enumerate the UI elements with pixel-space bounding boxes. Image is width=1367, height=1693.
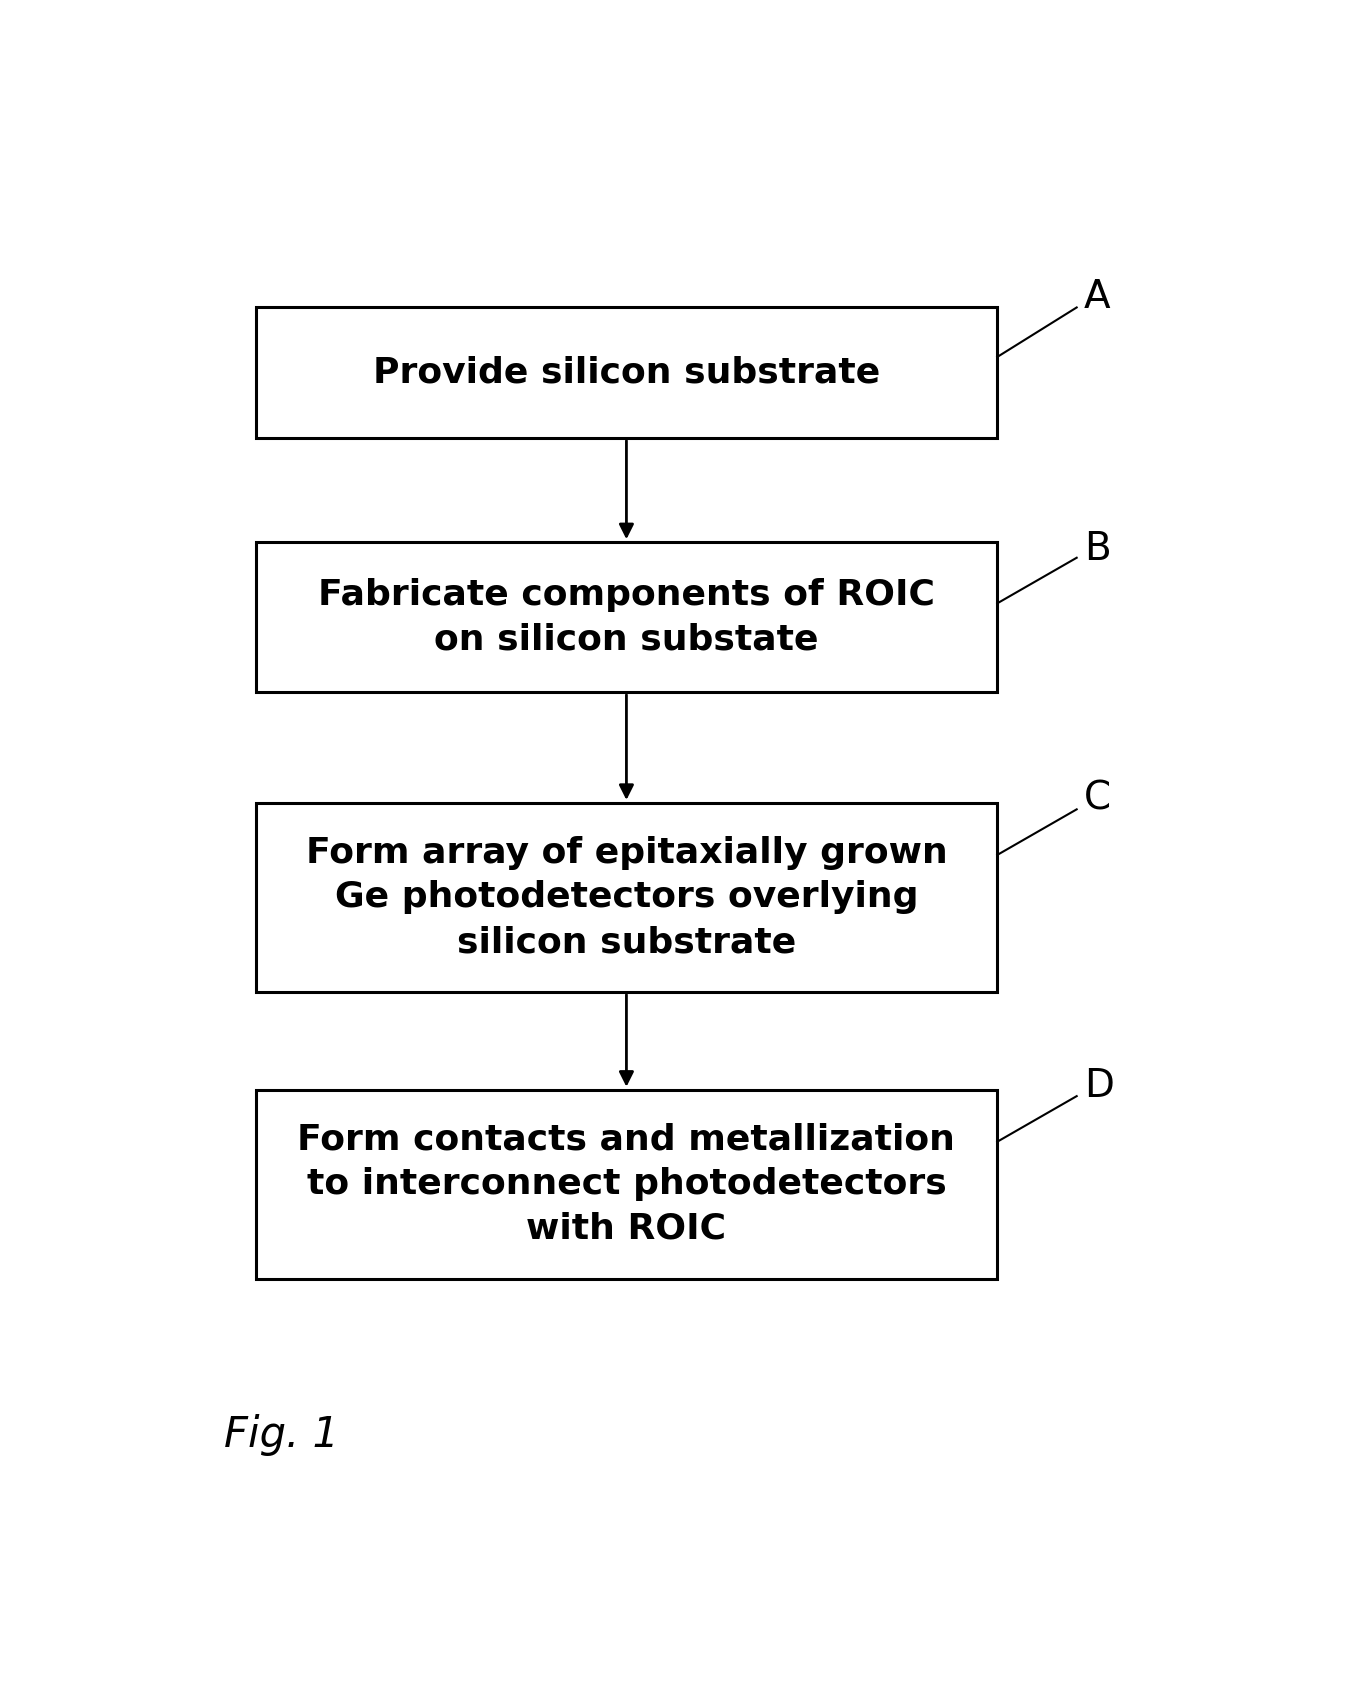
Text: Fabricate components of ROIC
on silicon substate: Fabricate components of ROIC on silicon … xyxy=(319,577,935,657)
Text: Form array of epitaxially grown
Ge photodetectors overlying
silicon substrate: Form array of epitaxially grown Ge photo… xyxy=(306,836,947,960)
Text: C: C xyxy=(1084,780,1111,818)
Bar xyxy=(256,542,998,692)
Text: A: A xyxy=(1084,278,1111,317)
Bar xyxy=(256,308,998,438)
Bar xyxy=(256,802,998,992)
Text: Provide silicon substrate: Provide silicon substrate xyxy=(373,356,880,389)
Text: B: B xyxy=(1084,530,1111,567)
Text: D: D xyxy=(1084,1067,1114,1106)
Bar xyxy=(256,1090,998,1278)
Text: Form contacts and metallization
to interconnect photodetectors
with ROIC: Form contacts and metallization to inter… xyxy=(298,1122,956,1246)
Text: Fig. 1: Fig. 1 xyxy=(224,1414,339,1456)
